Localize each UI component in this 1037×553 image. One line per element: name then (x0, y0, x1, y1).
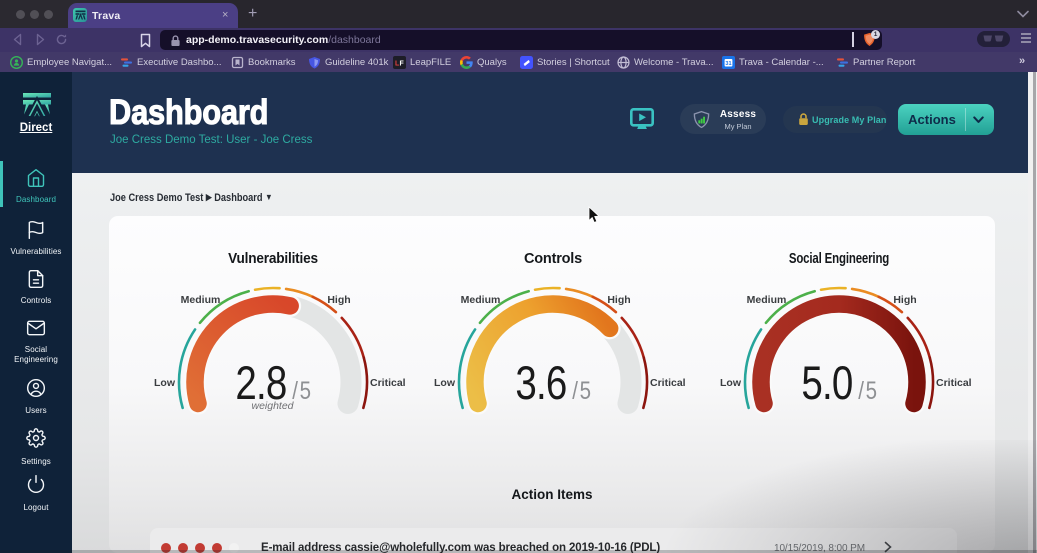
svg-text:Medium: Medium (747, 294, 787, 306)
svg-text:High: High (893, 294, 916, 306)
svg-text:Medium: Medium (461, 294, 501, 306)
svg-text:High: High (327, 294, 350, 306)
svg-text:Critical: Critical (936, 377, 972, 389)
svg-text:Low: Low (434, 377, 456, 389)
svg-text:High: High (607, 294, 630, 306)
svg-text:Medium: Medium (180, 294, 220, 306)
svg-text:31: 31 (725, 61, 731, 67)
svg-text:L: L (395, 60, 400, 67)
svg-text:Critical: Critical (650, 377, 686, 389)
svg-text:F: F (400, 60, 405, 67)
svg-text:Low: Low (154, 377, 176, 389)
svg-text:Low: Low (720, 377, 742, 389)
svg-text:Critical: Critical (370, 377, 406, 389)
